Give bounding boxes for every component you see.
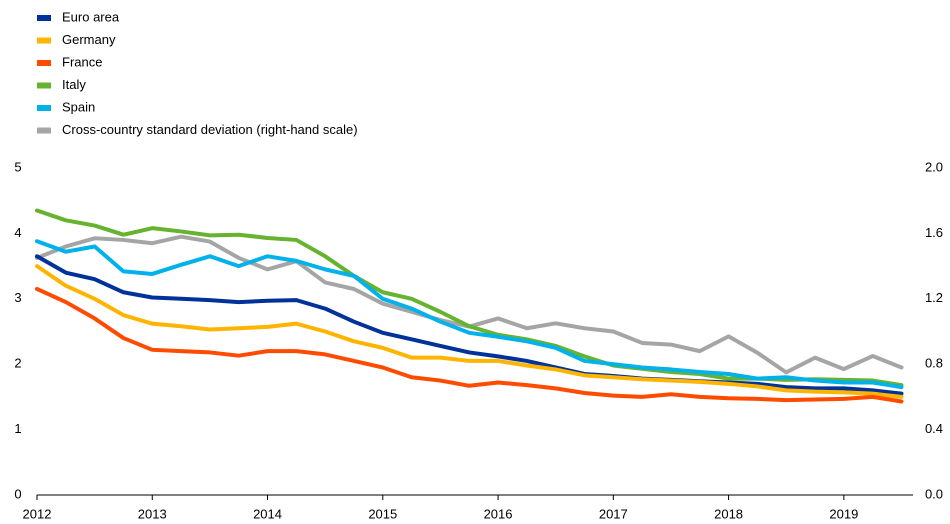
legend-label: Cross-country standard deviation (right-… xyxy=(62,122,358,137)
x-tick-label: 2019 xyxy=(829,506,858,521)
x-tick-label: 2013 xyxy=(138,506,167,521)
legend-swatch xyxy=(37,127,51,134)
x-tick-label: 2018 xyxy=(714,506,743,521)
y2-tick-label: 1.2 xyxy=(925,290,943,305)
x-tick-label: 2014 xyxy=(253,506,282,521)
y-tick-label: 1 xyxy=(14,421,21,436)
x-tick-label: 2017 xyxy=(599,506,628,521)
legend-swatch xyxy=(37,105,51,111)
y-tick-label: 3 xyxy=(14,290,21,305)
legend-label: Italy xyxy=(62,77,86,92)
legend-swatch xyxy=(37,60,51,66)
legend-label: France xyxy=(62,54,102,69)
y2-tick-label: 0.8 xyxy=(925,356,943,371)
legend-swatch xyxy=(37,15,51,21)
y-tick-label: 4 xyxy=(14,225,21,240)
legend-swatch xyxy=(37,37,51,44)
series-line xyxy=(35,264,904,399)
x-tick-label: 2015 xyxy=(368,506,397,521)
legend-label: Spain xyxy=(62,99,95,114)
legend-swatch xyxy=(37,82,51,89)
legend-label: Euro area xyxy=(62,9,120,24)
x-tick-label: 2012 xyxy=(23,506,52,521)
y-tick-label: 2 xyxy=(14,356,21,371)
y-tick-label: 0 xyxy=(14,486,21,501)
legend-label: Germany xyxy=(62,32,116,47)
y-tick-label: 5 xyxy=(14,159,21,174)
y2-tick-label: 0.4 xyxy=(925,421,943,436)
series-line xyxy=(35,254,904,396)
y2-tick-label: 2.0 xyxy=(925,159,943,174)
y2-tick-label: 1.6 xyxy=(925,225,943,240)
series-line xyxy=(35,286,904,404)
series-line xyxy=(35,239,904,390)
y2-tick-label: 0.0 xyxy=(925,486,943,501)
x-tick-label: 2016 xyxy=(484,506,513,521)
